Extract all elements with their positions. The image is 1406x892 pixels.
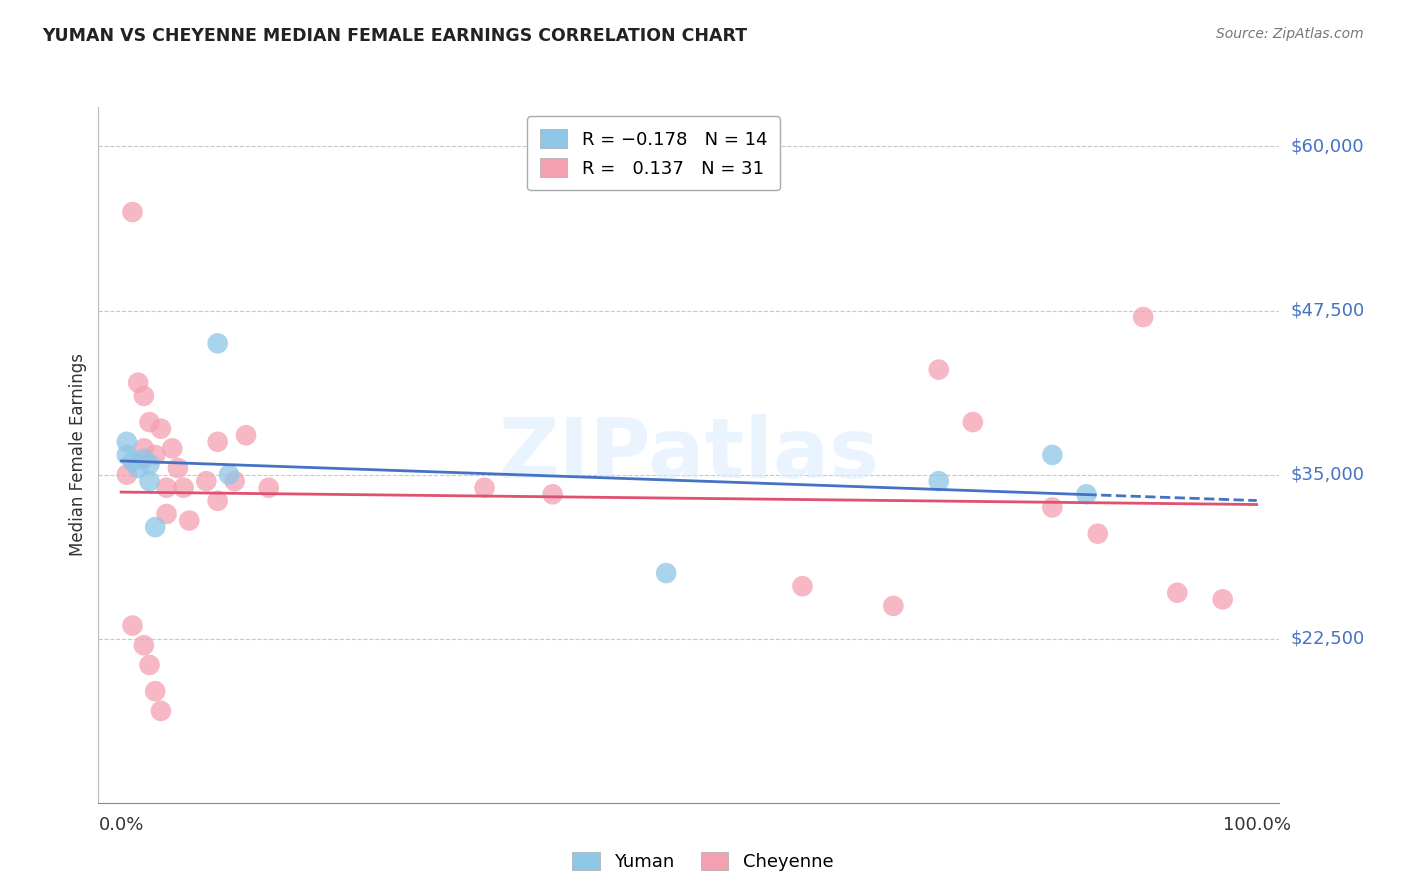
Legend: R = −0.178   N = 14, R =   0.137   N = 31: R = −0.178 N = 14, R = 0.137 N = 31 (527, 116, 780, 190)
Point (115, 467, 138, 482)
Point (155, 507, 177, 521)
Point (121, 618, 143, 632)
Point (162, 442, 183, 456)
Text: $22,500: $22,500 (1291, 630, 1365, 648)
Point (127, 461, 149, 475)
Point (115, 448, 138, 462)
Point (127, 376, 149, 390)
Point (257, 481, 280, 495)
Point (1166, 586, 1188, 600)
Text: ZIPatlas: ZIPatlas (499, 415, 879, 495)
Point (207, 336, 229, 351)
Text: YUMAN VS CHEYENNE MEDIAN FEMALE EARNINGS CORRELATION CHART: YUMAN VS CHEYENNE MEDIAN FEMALE EARNINGS… (42, 27, 748, 45)
Point (207, 494, 229, 508)
Legend: Yuman, Cheyenne: Yuman, Cheyenne (565, 845, 841, 879)
Point (121, 205, 143, 219)
Point (962, 415, 984, 429)
Point (541, 487, 564, 501)
Text: $47,500: $47,500 (1291, 301, 1365, 319)
Point (143, 684, 166, 698)
Point (928, 474, 950, 488)
Point (138, 474, 160, 488)
Point (143, 448, 166, 462)
Point (149, 704, 172, 718)
Y-axis label: Median Female Earnings: Median Female Earnings (69, 353, 87, 557)
Point (1040, 448, 1063, 462)
Point (132, 389, 155, 403)
Point (143, 520, 166, 534)
Point (792, 579, 814, 593)
Point (882, 599, 904, 613)
Point (155, 481, 177, 495)
Point (224, 474, 246, 488)
Text: Source: ZipAtlas.com: Source: ZipAtlas.com (1216, 27, 1364, 41)
Point (1076, 487, 1098, 501)
Point (179, 514, 201, 528)
Point (167, 461, 190, 475)
Point (655, 566, 678, 580)
Point (1087, 526, 1109, 541)
Point (132, 451, 155, 466)
Point (115, 434, 138, 449)
Point (195, 474, 218, 488)
Text: $60,000: $60,000 (1291, 137, 1364, 155)
Point (121, 454, 143, 468)
Point (149, 422, 172, 436)
Point (138, 657, 160, 672)
Text: $35,000: $35,000 (1291, 466, 1365, 483)
Point (235, 428, 257, 442)
Point (218, 467, 240, 482)
Point (1040, 500, 1063, 515)
Point (1212, 592, 1234, 607)
Point (928, 362, 950, 376)
Point (132, 442, 155, 456)
Point (138, 415, 160, 429)
Point (173, 481, 195, 495)
Point (474, 481, 496, 495)
Point (207, 434, 229, 449)
Point (1132, 310, 1154, 324)
Point (138, 457, 160, 471)
Point (132, 638, 155, 652)
